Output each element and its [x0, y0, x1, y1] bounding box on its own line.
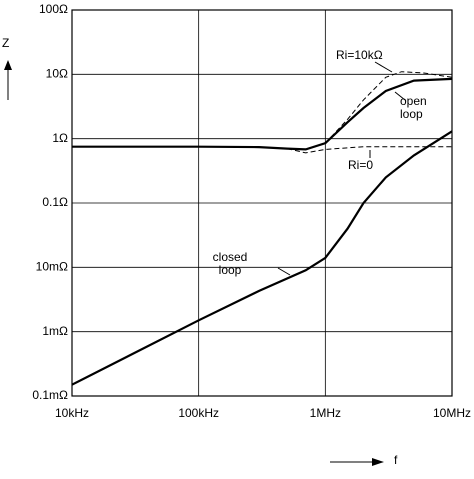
- leader: [394, 91, 406, 101]
- x-arrowhead: [372, 458, 384, 466]
- y-tick-label: 100Ω: [39, 2, 68, 16]
- y-tick-label: 1Ω: [52, 131, 68, 145]
- y-arrowhead: [4, 60, 12, 70]
- x-tick-label: 100kHz: [178, 406, 219, 420]
- series-label: open loop: [400, 94, 427, 121]
- series-line: [287, 146, 452, 154]
- series-line: [71, 130, 453, 386]
- series-label: Ri=0: [348, 158, 373, 172]
- y-axis-label: Z: [2, 36, 9, 50]
- x-axis-label: f: [394, 453, 398, 467]
- series-line: [324, 71, 453, 144]
- y-tick-label: 1mΩ: [42, 324, 68, 338]
- y-tick-label: 10mΩ: [36, 260, 68, 274]
- y-tick-label: 0.1mΩ: [32, 388, 68, 402]
- y-tick-label: 0.1Ω: [42, 195, 68, 209]
- y-tick-label: 10Ω: [46, 67, 68, 81]
- leader: [374, 61, 393, 73]
- series-label: Ri=10kΩ: [336, 48, 383, 62]
- leader: [277, 267, 291, 276]
- x-tick-label: 10kHz: [55, 406, 89, 420]
- series-label: closed loop: [213, 250, 248, 277]
- x-tick-label: 10MHz: [433, 406, 471, 420]
- x-tick-label: 1MHz: [310, 406, 341, 420]
